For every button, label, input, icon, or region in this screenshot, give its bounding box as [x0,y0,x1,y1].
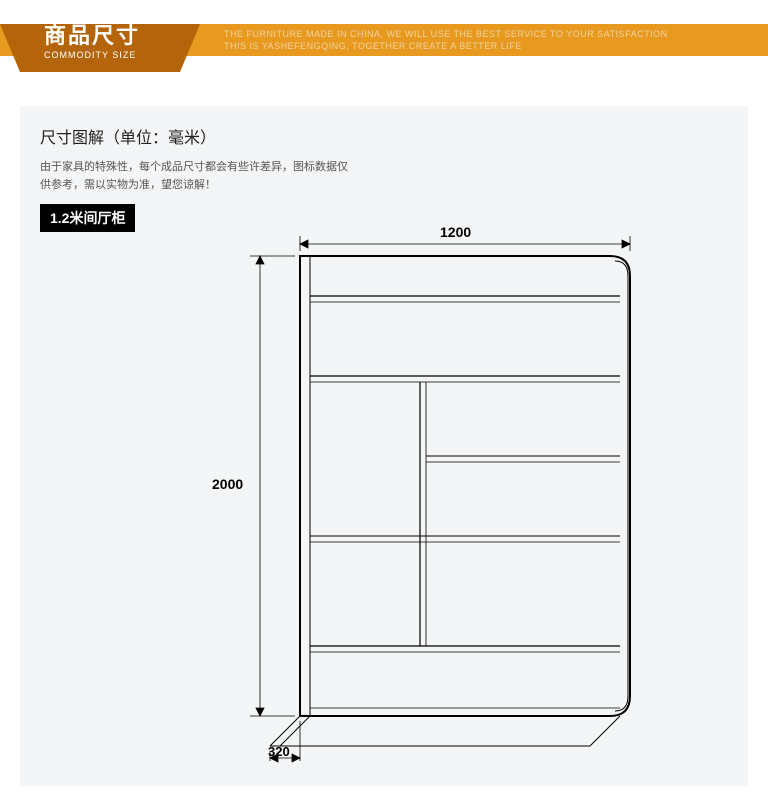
header-title-cn: 商品尺寸 [44,24,140,48]
header: 商品尺寸 COMMODITY SIZE THE FURNITURE MADE I… [0,0,768,70]
dim-height: 2000 [212,476,243,492]
section-title: 尺寸图解（单位：毫米） [40,124,728,148]
product-label-chip: 1.2米间厅柜 [40,204,135,232]
header-tagline: THE FURNITURE MADE IN CHINA, WE WILL USE… [224,28,668,52]
desc-line-2: 供参考，需以实物为准，望您谅解！ [40,176,728,194]
dimension-diagram: 1200 2000 320 [150,206,710,766]
dim-width: 1200 [440,224,471,240]
dim-depth: 320 [268,744,290,759]
content-panel: 尺寸图解（单位：毫米） 由于家具的特殊性，每个成品尺寸都会有些许差异，图标数据仅… [20,106,748,786]
tagline-line-1: THE FURNITURE MADE IN CHINA, WE WILL USE… [224,28,668,40]
section-desc: 由于家具的特殊性，每个成品尺寸都会有些许差异，图标数据仅 供参考，需以实物为准，… [40,158,728,194]
tagline-line-2: THIS IS YASHEFENGQING, TOGETHER CREATE A… [224,40,668,52]
desc-line-1: 由于家具的特殊性，每个成品尺寸都会有些许差异，图标数据仅 [40,158,728,176]
header-title-en: COMMODITY SIZE [44,50,136,60]
